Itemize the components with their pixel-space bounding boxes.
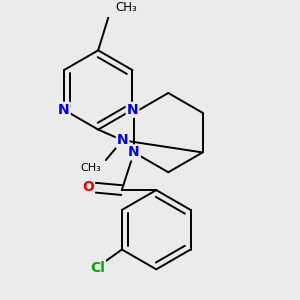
Text: CH₃: CH₃ — [80, 163, 101, 173]
Text: N: N — [58, 103, 70, 117]
Text: N: N — [117, 133, 128, 147]
Text: CH₃: CH₃ — [115, 1, 137, 14]
Text: N: N — [127, 103, 138, 117]
Text: N: N — [128, 146, 140, 159]
Text: O: O — [82, 180, 94, 194]
Text: Cl: Cl — [90, 261, 105, 275]
